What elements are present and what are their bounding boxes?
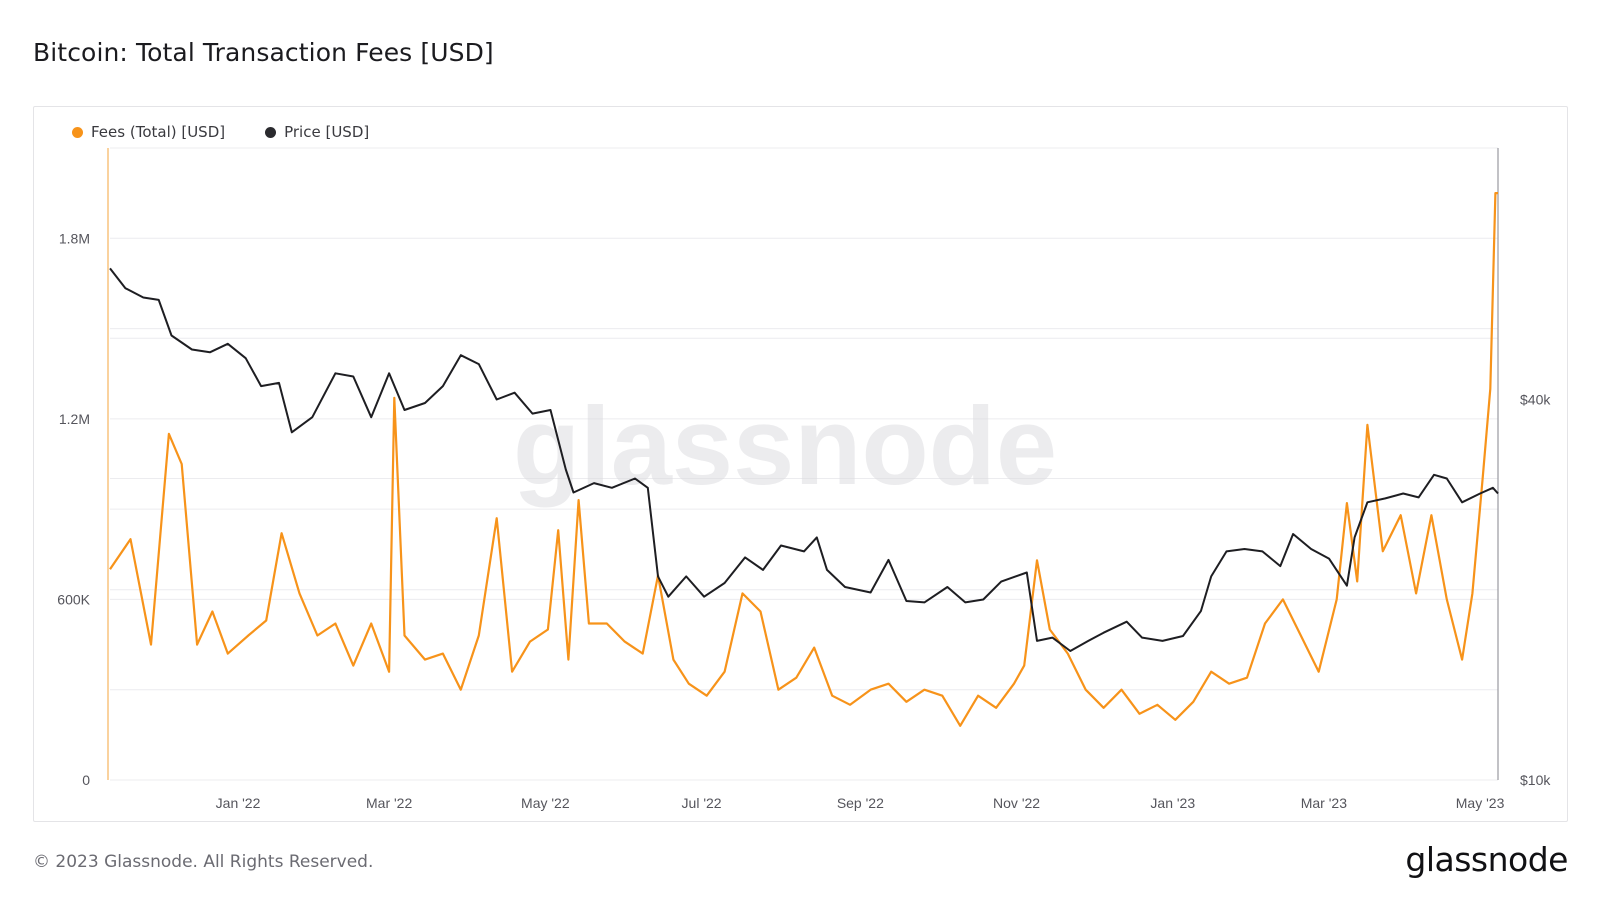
page-title: Bitcoin: Total Transaction Fees [USD] xyxy=(33,38,494,67)
legend-dot-fees xyxy=(72,126,83,138)
fees-series-line[interactable] xyxy=(109,192,1498,727)
legend-item-price[interactable]: Price [USD] xyxy=(265,123,369,141)
y-right-tick-label: $10k xyxy=(1520,772,1551,788)
axes xyxy=(107,148,1499,780)
x-tick-label: Sep '22 xyxy=(837,795,884,811)
y-left-tick-label: 1.8M xyxy=(59,230,90,246)
legend-item-fees[interactable]: Fees (Total) [USD] xyxy=(72,123,225,141)
brand-logo[interactable]: glassnode xyxy=(1405,840,1568,879)
watermark: glassnode xyxy=(513,385,1057,508)
y-left-tick-label: 600K xyxy=(57,591,90,607)
y-right-tick-label: $40k xyxy=(1520,391,1551,407)
y-left-tick-label: 1.2M xyxy=(59,411,90,427)
series-lines xyxy=(109,192,1499,727)
tick-labels: 0 600K 1.2M 1.8M $10k $40k Jan '22 Mar '22 May '… xyxy=(57,230,1551,811)
chart-legend: Fees (Total) [USD] Price [USD] xyxy=(72,123,369,141)
x-tick-label: Jan '22 xyxy=(216,795,261,811)
chart-frame: Fees (Total) [USD] Price [USD] xyxy=(33,106,1568,822)
x-tick-label: Jan '23 xyxy=(1150,795,1195,811)
x-tick-label: Mar '22 xyxy=(366,795,412,811)
x-tick-label: Jul '22 xyxy=(682,795,722,811)
x-tick-label: May '22 xyxy=(521,795,570,811)
copyright-footer: © 2023 Glassnode. All Rights Reserved. xyxy=(33,852,374,872)
x-tick-label: Mar '23 xyxy=(1301,795,1347,811)
y-left-tick-label: 0 xyxy=(82,772,90,788)
legend-label-fees: Fees (Total) [USD] xyxy=(91,123,226,141)
legend-label-price: Price [USD] xyxy=(284,123,370,141)
grid-lines xyxy=(110,147,1498,781)
legend-dot-price xyxy=(265,126,277,138)
x-tick-label: May '23 xyxy=(1456,795,1505,811)
price-series-line[interactable] xyxy=(109,267,1499,652)
x-tick-label: Nov '22 xyxy=(993,795,1040,811)
